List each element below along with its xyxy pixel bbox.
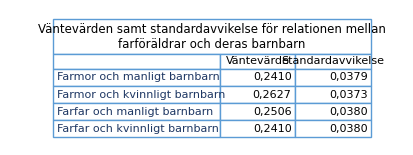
Bar — [220, 69, 294, 86]
Bar — [53, 54, 220, 69]
Bar — [53, 103, 220, 120]
Text: 0,2410: 0,2410 — [252, 72, 291, 82]
Bar — [53, 120, 220, 137]
Bar — [53, 69, 220, 86]
Bar — [294, 86, 370, 103]
Text: 0,2627: 0,2627 — [252, 90, 291, 100]
Bar — [294, 103, 370, 120]
Text: Farmor och manligt barnbarn: Farmor och manligt barnbarn — [57, 72, 219, 82]
Bar — [53, 86, 220, 103]
Bar — [294, 69, 370, 86]
Text: 0,0380: 0,0380 — [328, 124, 367, 134]
Bar — [220, 54, 294, 69]
Text: Standardavvikelse: Standardavvikelse — [281, 56, 383, 66]
Text: 0,0373: 0,0373 — [328, 90, 367, 100]
Text: Väntevärde: Väntevärde — [225, 56, 289, 66]
Bar — [53, 19, 370, 54]
Text: 0,2506: 0,2506 — [252, 107, 291, 117]
Text: 0,2410: 0,2410 — [252, 124, 291, 134]
Text: Farfar och kvinnligt barnbarn: Farfar och kvinnligt barnbarn — [57, 124, 218, 134]
Text: 0,0380: 0,0380 — [328, 107, 367, 117]
Bar — [220, 120, 294, 137]
Text: 0,0379: 0,0379 — [328, 72, 367, 82]
Text: Väntevärden samt standardavvikelse för relationen mellan
farföräldrar och deras : Väntevärden samt standardavvikelse för r… — [38, 23, 385, 51]
Bar — [220, 103, 294, 120]
Bar — [294, 54, 370, 69]
Bar — [220, 86, 294, 103]
Bar — [294, 120, 370, 137]
Text: Farmor och kvinnligt barnbarn: Farmor och kvinnligt barnbarn — [57, 90, 224, 100]
Text: Farfar och manligt barnbarn: Farfar och manligt barnbarn — [57, 107, 212, 117]
